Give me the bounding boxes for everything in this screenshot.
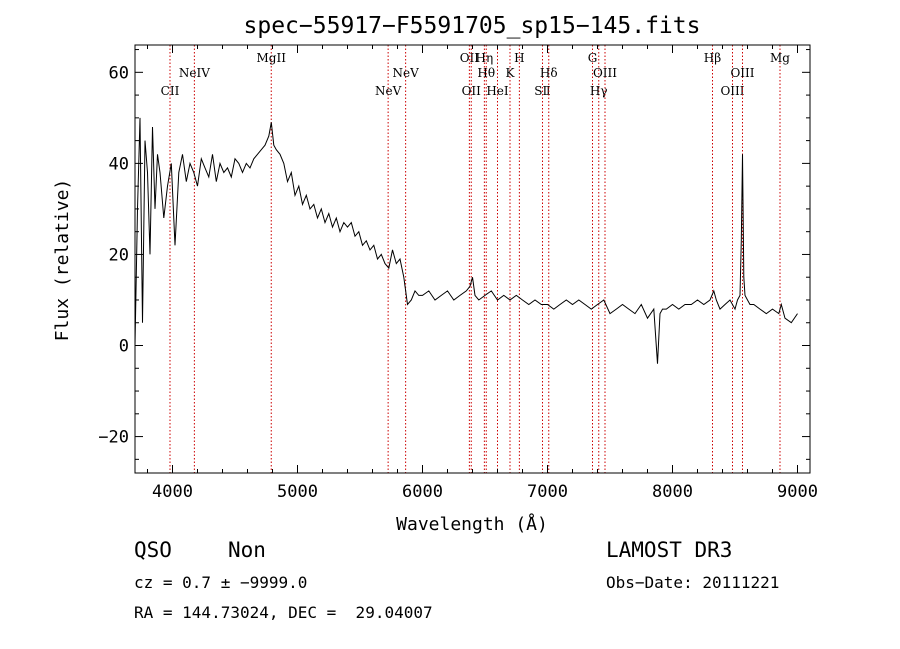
axis-ticks: 4000 5000 6000 7000 8000 9000 −20 0 20 40 60: [98, 45, 818, 502]
spectral-line-label: HeI: [486, 84, 509, 98]
spectral-line-label: Hθ: [477, 66, 495, 80]
spectrum-line: [134, 117, 798, 364]
spectral-line-label: OII: [462, 84, 482, 98]
x-tick-label: 6000: [402, 482, 443, 502]
x-tick-label: 4000: [152, 482, 193, 502]
spectral-line-label: OIII: [730, 66, 754, 80]
redshift-cz: cz = 0.7 ± −9999.0: [134, 573, 308, 592]
chart-title: spec−55917−F5591705_sp15−145.fits: [244, 13, 701, 39]
spectral-line-label: OIII: [720, 84, 744, 98]
ra-dec: RA = 144.73024, DEC = 29.04007: [134, 603, 433, 622]
spectral-line-label: CII: [161, 84, 180, 98]
spectral-line-label: Hη: [476, 51, 494, 65]
plot-frame: [134, 44, 811, 474]
spectral-line-label: OIII: [593, 66, 617, 80]
spectral-line-label: NeV: [375, 84, 402, 98]
y-tick-label: 40: [109, 154, 129, 174]
spectral-line-label: MgII: [257, 51, 287, 65]
spectral-line-label: G: [588, 51, 598, 65]
object-subclass: Non: [228, 538, 266, 562]
y-tick-label: 0: [119, 337, 129, 357]
spectral-line-label: Mg: [770, 51, 790, 65]
spectral-line-label: Hδ: [540, 66, 558, 80]
spectral-line-label: OII: [460, 51, 480, 65]
x-tick-label: 9000: [777, 482, 818, 502]
spectral-line-label: H: [514, 51, 524, 65]
object-class: QSO: [134, 538, 172, 562]
spectral-line-label: Hβ: [704, 51, 721, 65]
x-tick-label: 7000: [527, 482, 568, 502]
obs-date: Obs−Date: 20111221: [606, 573, 780, 592]
spectral-line-label: Hγ: [590, 84, 608, 98]
survey-name: LAMOST DR3: [606, 538, 733, 562]
y-tick-label: −20: [98, 428, 129, 448]
y-axis-label: Flux (relative): [52, 179, 73, 342]
spectral-line-label: NeIV: [179, 66, 210, 80]
spectral-line-label: K: [506, 66, 516, 80]
spectral-lines: CIINeIVMgIINeVNeVOIIOIIHηHθHeIKHSⅡHδGHγO…: [161, 45, 790, 473]
spectral-line-label: NeV: [392, 66, 419, 80]
y-tick-label: 20: [109, 245, 129, 265]
x-tick-label: 5000: [277, 482, 318, 502]
x-axis-label: Wavelength (Å): [396, 513, 548, 535]
spectral-line-label: SⅡ: [534, 84, 550, 98]
y-tick-label: 60: [109, 63, 129, 83]
x-tick-label: 8000: [652, 482, 693, 502]
